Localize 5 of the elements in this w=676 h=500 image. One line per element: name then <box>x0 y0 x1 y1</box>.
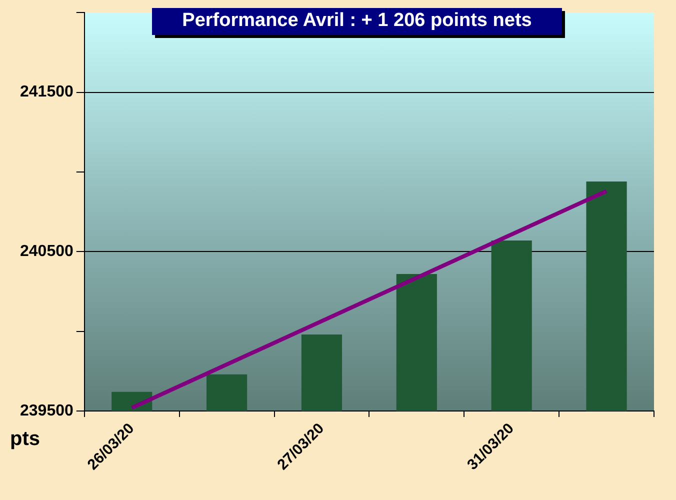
y-tick-label: 240500 <box>20 243 74 260</box>
y-axis-title: pts <box>10 428 40 451</box>
y-tick-label: 241500 <box>20 84 74 101</box>
y-tick-label: 239500 <box>20 402 74 420</box>
chart-title: Performance Avril : + 1 206 points nets <box>152 8 562 35</box>
